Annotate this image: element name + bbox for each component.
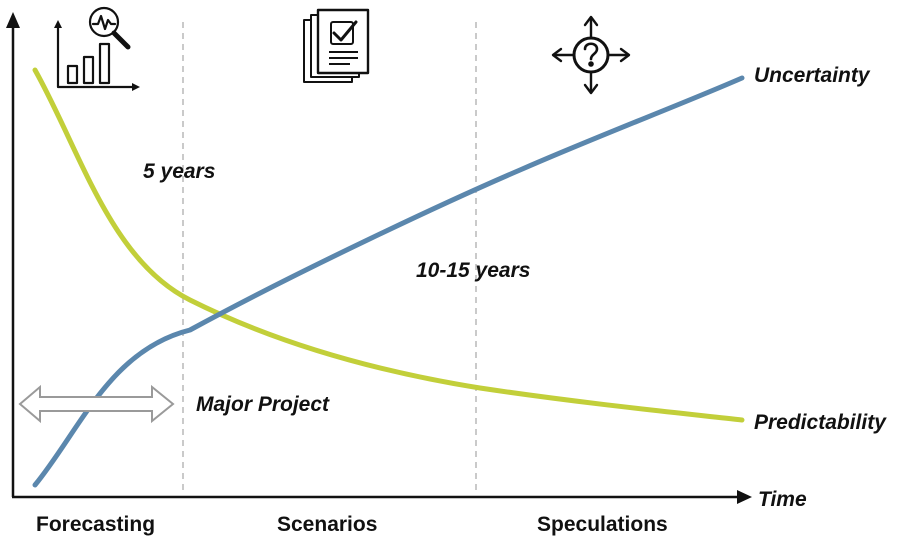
analytics-chart-icon (54, 6, 140, 91)
x-axis-arrowhead (737, 490, 752, 504)
ten-fifteen-years-label: 10-15 years (416, 259, 531, 282)
predictability-curve (32, 67, 745, 423)
document-checklist-icon (303, 8, 370, 83)
x-axis-label: Time (758, 488, 807, 511)
question-directions-icon (551, 15, 631, 95)
phase-forecasting: Forecasting (36, 513, 156, 536)
y-axis-arrowhead (6, 12, 20, 28)
uncertainty-label: Uncertainty (754, 64, 870, 87)
major-project-label: Major Project (196, 393, 330, 416)
five-years-label: 5 years (143, 160, 216, 183)
predictability-label: Predictability (754, 411, 886, 434)
uncertainty-curve (32, 75, 745, 488)
phase-scenarios: Scenarios (277, 513, 378, 536)
major-project-double-arrow (18, 384, 175, 424)
phase-speculations: Speculations (537, 513, 668, 536)
